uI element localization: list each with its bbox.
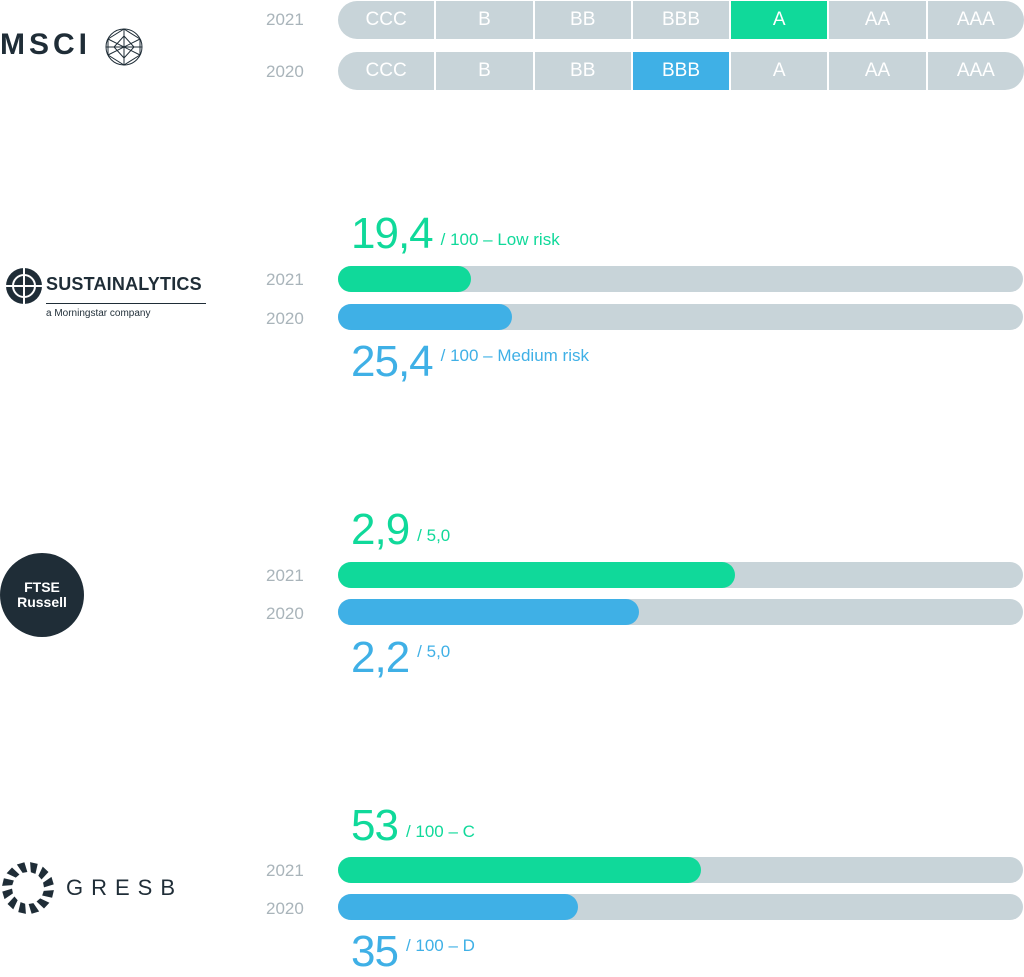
ring-segment [2, 888, 13, 900]
ring-segment [42, 890, 54, 898]
score-suffix: / 5,0 [417, 526, 451, 545]
ring-segment [7, 896, 18, 910]
ring-segment [16, 862, 28, 873]
rating-cell-ccc: CCC [338, 52, 437, 90]
ring-segment [38, 866, 49, 880]
ftse-bar-2020 [338, 599, 639, 625]
ring-segment [2, 878, 14, 886]
rating-cell-aa: AA [829, 1, 928, 39]
score-value: 53 [351, 801, 399, 850]
gresb-bar-2020 [338, 894, 578, 920]
sustainalytics-tagline: a Morningstar company [46, 308, 151, 319]
msci-rating-row-2021: CCC B BB BBB A AA AAA [338, 1, 1024, 39]
gresb-year-2020: 2020 [266, 899, 304, 918]
gresb-logo-text: GRESB [66, 875, 184, 900]
sustainalytics-score-2021: 19,4 / 100 – Low risk [351, 212, 560, 256]
score-suffix: / 5,0 [417, 642, 451, 661]
radar-target-icon [2, 264, 46, 308]
rating-cell-bbb: BBB [632, 52, 732, 90]
ftse-logo-line1: FTSE [24, 579, 60, 595]
sustainalytics-logo-text: SUSTAINALYTICS [46, 274, 202, 294]
sustainalytics-score-2020: 25,4 / 100 – Medium risk [351, 340, 589, 384]
ftse-year-2021: 2021 [266, 566, 304, 585]
ring-segment [28, 903, 40, 914]
ftse-russell-logo: FTSE Russell [0, 553, 84, 637]
gresb-logo: GRESB [0, 858, 175, 918]
ftse-score-2021: 2,9 / 5,0 [351, 508, 450, 552]
score-suffix: / 100 – Medium risk [440, 346, 589, 365]
ftse-logo-line2: Russell [17, 594, 67, 610]
sustainalytics-divider [46, 303, 206, 304]
ftse-year-2020: 2020 [266, 604, 304, 623]
ftse-bar-2021 [338, 562, 735, 588]
score-value: 35 [351, 927, 399, 976]
score-value: 2,2 [351, 633, 410, 682]
rating-cell-a: A [731, 1, 830, 39]
gresb-bar-2021 [338, 857, 701, 883]
score-suffix: / 100 – Low risk [440, 230, 560, 249]
gresb-year-2021: 2021 [266, 861, 304, 880]
msci-logo-text: MSCI [0, 28, 91, 61]
ring-segment [36, 898, 50, 909]
score-value: 2,9 [351, 505, 410, 554]
score-value: 25,4 [351, 337, 434, 386]
ring-segment [6, 867, 20, 878]
rating-cell-aaa: AAA [956, 60, 995, 81]
segmented-ring-icon [2, 862, 54, 914]
msci-year-2020: 2020 [266, 62, 304, 81]
msci-logo: MSCI [0, 26, 150, 66]
rating-cell-ccc: CCC [338, 1, 437, 39]
rating-cell-a: A [731, 52, 830, 90]
rating-cell-bbb: BBB [633, 1, 732, 39]
rating-cell-bb: BB [535, 52, 633, 90]
sustainalytics-track-2020 [338, 304, 1023, 330]
sustainalytics-bar-2020 [338, 304, 512, 330]
sustainalytics-year-2021: 2021 [266, 270, 304, 289]
ring-segment [30, 862, 38, 874]
sustainalytics-track-2021 [338, 266, 1023, 292]
rating-cell-b: B [436, 1, 535, 39]
gresb-track-2021 [338, 857, 1023, 883]
ftse-track-2020 [338, 599, 1023, 625]
ftse-score-2020: 2,2 / 5,0 [351, 636, 450, 680]
sustainalytics-bar-2021 [338, 266, 471, 292]
rating-cell-aaa: AAA [956, 9, 995, 30]
gresb-track-2020 [338, 894, 1023, 920]
msci-rating-row-2020: CCC B BB BBB A AA AAA [338, 52, 1024, 90]
rating-cell-b: B [436, 52, 535, 90]
globe-grid-icon [105, 28, 143, 66]
ring-segment [43, 876, 54, 888]
score-suffix: / 100 – C [405, 822, 475, 841]
sustainalytics-year-2020: 2020 [266, 309, 304, 328]
sustainalytics-logo: SUSTAINALYTICS a Morningstar company [0, 260, 215, 325]
rating-cell-aa: AA [829, 52, 928, 90]
score-value: 19,4 [351, 209, 434, 258]
ftse-track-2021 [338, 562, 1023, 588]
gresb-score-2021: 53 / 100 – C [351, 804, 475, 848]
rating-cell-bb: BB [535, 1, 633, 39]
score-suffix: / 100 – D [405, 936, 475, 955]
msci-year-2021: 2021 [266, 10, 304, 29]
ring-segment [18, 902, 26, 914]
gresb-score-2020: 35 / 100 – D [351, 930, 475, 974]
